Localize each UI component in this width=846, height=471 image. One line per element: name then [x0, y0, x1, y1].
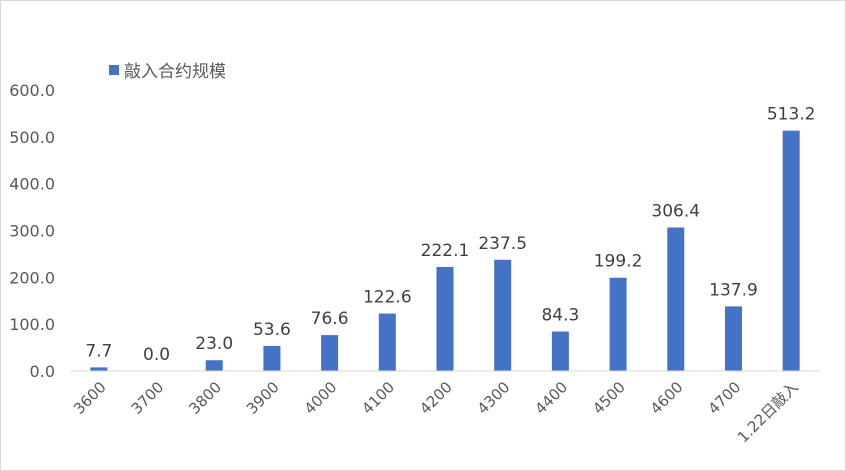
legend: 敲入合约规模 — [109, 62, 226, 82]
x-tick-label: 1.22日敲入 — [734, 378, 802, 446]
data-label: 76.6 — [311, 309, 349, 329]
data-label: 23.0 — [195, 334, 233, 354]
bar — [724, 306, 742, 371]
bar — [782, 130, 800, 371]
y-tick-label: 600.0 — [9, 81, 55, 100]
data-label: 7.7 — [85, 341, 112, 361]
x-tick-label: 3600 — [70, 378, 110, 418]
x-tick-label: 3700 — [128, 378, 168, 418]
data-label: 222.1 — [421, 241, 470, 261]
data-label: 53.6 — [253, 320, 291, 340]
x-tick-label: 4500 — [589, 378, 629, 418]
x-tick-label: 4600 — [647, 378, 687, 418]
x-tick-label: 4700 — [705, 378, 745, 418]
bar — [205, 360, 223, 371]
bar — [263, 345, 281, 371]
bar — [90, 367, 108, 371]
y-tick-label: 200.0 — [9, 268, 55, 287]
bar — [551, 331, 569, 371]
x-tick-label: 4400 — [531, 378, 571, 418]
x-tick-label: 4100 — [358, 378, 398, 418]
y-tick-label: 100.0 — [9, 315, 55, 334]
y-tick-label: 400.0 — [9, 175, 55, 194]
bar — [609, 277, 627, 371]
x-tick-label: 3800 — [185, 378, 225, 418]
data-label: 199.2 — [594, 252, 643, 272]
x-tick-label: 4000 — [301, 378, 341, 418]
data-label: 84.3 — [541, 306, 579, 326]
y-tick-label: 300.0 — [9, 222, 55, 241]
data-label: 237.5 — [478, 234, 527, 254]
legend-label: 敲入合约规模 — [124, 62, 226, 82]
bar — [378, 313, 396, 371]
bar — [494, 259, 512, 371]
data-label: 122.6 — [363, 288, 412, 308]
x-tick-label: 4200 — [416, 378, 456, 418]
x-tick-label: 3900 — [243, 378, 283, 418]
y-tick-label: 0.0 — [30, 362, 55, 381]
data-label: 0.0 — [143, 345, 170, 365]
bar — [436, 266, 454, 371]
y-tick-label: 500.0 — [9, 128, 55, 147]
data-label: 513.2 — [767, 105, 816, 125]
bar — [667, 227, 685, 371]
y-axis: 0.0 100.0 200.0 300.0 400.0 500.0 600.0 — [9, 81, 55, 381]
data-label: 137.9 — [709, 280, 758, 300]
bar — [321, 335, 339, 371]
data-label: 306.4 — [651, 202, 700, 222]
x-axis: 3600 3700 3800 3900 4000 4100 4200 4300 4400 4500… — [70, 370, 820, 446]
legend-swatch — [109, 65, 119, 75]
bars: 7.7 0.0 23.0 53.6 76.6 122.6 222.1 237.5 84.3 199… — [85, 105, 815, 371]
x-tick-label: 4300 — [474, 378, 514, 418]
